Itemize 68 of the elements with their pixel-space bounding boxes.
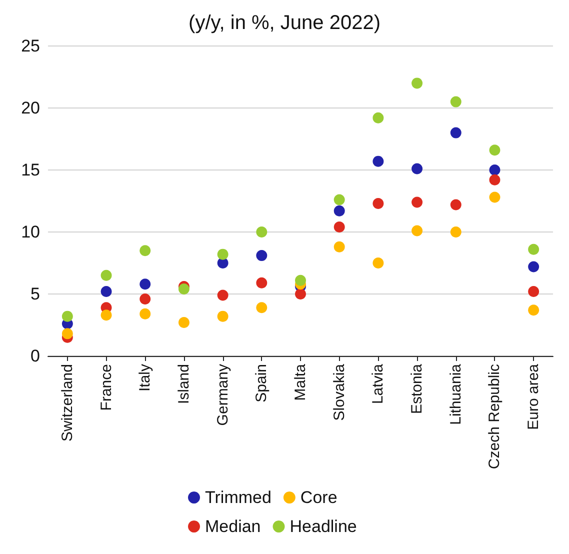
- legend-label: Trimmed: [205, 488, 272, 507]
- x-tick-label: France: [98, 364, 115, 411]
- x-tick-label: Switzerland: [58, 364, 76, 442]
- point: [528, 286, 540, 298]
- point: [256, 277, 268, 288]
- point: [372, 198, 384, 209]
- point: [334, 194, 345, 206]
- point: [528, 261, 540, 272]
- point: [372, 112, 384, 124]
- point: [140, 293, 151, 304]
- x-tick-label: Estonia: [408, 363, 426, 414]
- point: [412, 163, 423, 174]
- point: [217, 310, 228, 322]
- point: [178, 317, 190, 328]
- point: [295, 274, 306, 286]
- point: [528, 304, 540, 316]
- point: [489, 144, 500, 156]
- x-tick-label: Spain: [253, 364, 270, 402]
- y-tick-label: 15: [21, 160, 40, 180]
- point: [100, 286, 112, 298]
- legend-label: Headline: [290, 517, 357, 536]
- point: [334, 222, 345, 233]
- point: [412, 78, 423, 89]
- point: [450, 226, 462, 238]
- x-tick-label: Malta: [292, 363, 309, 401]
- point: [100, 270, 112, 281]
- legend-label: Median: [205, 517, 261, 536]
- x-tick-label: Latvia: [370, 363, 387, 404]
- point: [62, 310, 73, 322]
- y-tick-label: 10: [21, 222, 40, 242]
- point: [450, 127, 462, 138]
- y-tick-label: 0: [30, 346, 40, 366]
- point: [489, 174, 500, 186]
- point: [140, 308, 151, 320]
- point: [334, 205, 345, 216]
- point: [450, 199, 462, 210]
- point: [528, 244, 540, 255]
- point: [100, 310, 112, 321]
- point: [217, 290, 228, 301]
- x-tick-label: Euro area: [525, 363, 542, 430]
- point: [256, 250, 268, 262]
- point: [295, 288, 306, 300]
- point: [140, 278, 151, 290]
- x-tick-label: Germany: [214, 364, 232, 426]
- point: [489, 164, 500, 176]
- point: [489, 192, 500, 203]
- point: [372, 156, 384, 167]
- point: [256, 226, 268, 238]
- y-tick-label: 25: [21, 36, 40, 56]
- point: [334, 241, 345, 252]
- x-tick-label: Slovakia: [330, 363, 348, 421]
- point: [178, 284, 190, 295]
- x-tick-label: Italy: [136, 364, 154, 392]
- x-tick-label: Island: [175, 364, 192, 404]
- y-tick-label: 20: [21, 98, 40, 118]
- point: [140, 245, 151, 256]
- legend-label: Core: [300, 488, 338, 507]
- point: [450, 96, 462, 108]
- point: [256, 302, 268, 314]
- x-tick-label: Lithuania: [447, 363, 464, 425]
- point: [372, 258, 384, 268]
- x-tick-label: Czech Republic: [486, 364, 504, 470]
- y-tick-label: 5: [30, 284, 40, 304]
- point: [62, 328, 73, 340]
- point: [412, 225, 423, 236]
- point: [412, 196, 423, 208]
- point: [217, 248, 228, 260]
- chart-title: (y/y, in %, June 2022): [188, 12, 380, 34]
